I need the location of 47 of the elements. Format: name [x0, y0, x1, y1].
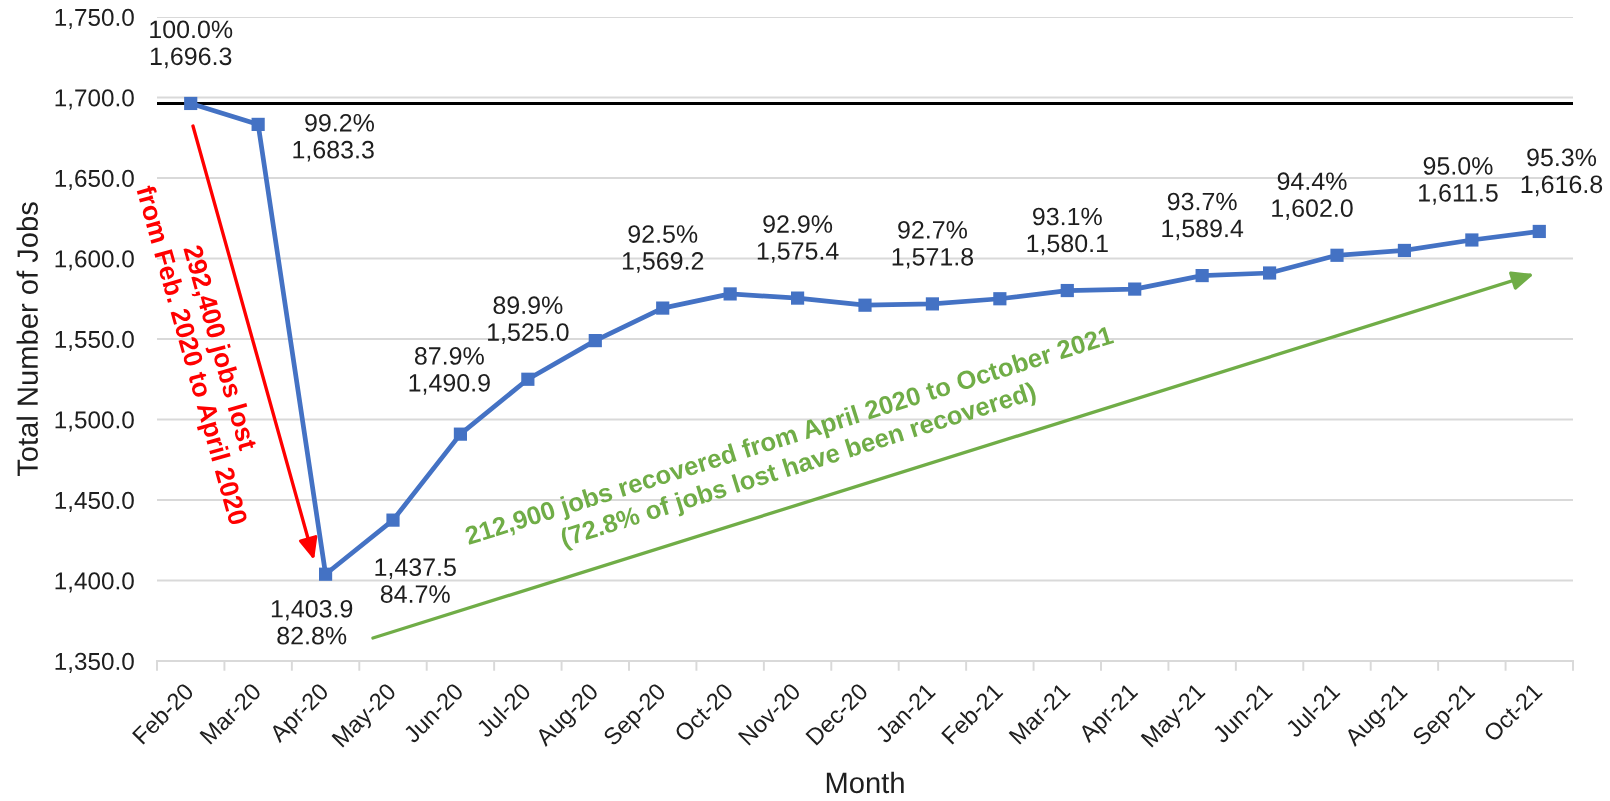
- point: [656, 301, 670, 315]
- data-label: 94.4% 1,602.0: [1272, 172, 1353, 220]
- y-tick-label: 1,350.0: [55, 652, 134, 673]
- data-label: 89.9% 1,525.0: [488, 296, 569, 344]
- y-tick-label: 1,600.0: [55, 250, 134, 271]
- data-label: 95.3% 1,616.8: [1521, 148, 1603, 197]
- point: [318, 567, 333, 581]
- point: [1330, 248, 1344, 262]
- point: [858, 298, 872, 312]
- data-label: 1,437.5 84.7%: [375, 558, 456, 603]
- data-label: 95.0% 1,611.5: [1419, 157, 1498, 205]
- point: [993, 292, 1007, 306]
- point: [453, 427, 468, 441]
- point: [1060, 283, 1074, 298]
- y-tick-label: 1,550.0: [55, 330, 134, 351]
- point: [588, 334, 602, 348]
- data-label: 1,403.9 82.8%: [271, 599, 353, 645]
- y-tick-label: 1,400.0: [55, 572, 134, 593]
- point: [521, 372, 535, 386]
- y-tick-label: 1,450.0: [55, 491, 134, 512]
- data-label: 87.9% 1,490.9: [409, 347, 490, 395]
- data-label: 100.0% 1,696.3: [150, 20, 233, 69]
- data-label: 93.7% 1,589.4: [1162, 192, 1244, 241]
- point: [1195, 268, 1209, 283]
- data-label: 92.7% 1,571.8: [892, 221, 974, 269]
- data-label: 93.1% 1,580.1: [1027, 207, 1108, 256]
- y-tick-label: 1,700.0: [55, 89, 134, 110]
- point: [251, 117, 265, 131]
- point: [1397, 243, 1412, 258]
- point: [1128, 282, 1142, 296]
- y-tick-label: 1,500.0: [55, 411, 134, 432]
- point: [1532, 224, 1546, 239]
- point: [723, 287, 737, 301]
- annotation: 292,400 jobs lost from Feb. 2020 to April 2020: [136, 184, 259, 526]
- point: [1465, 233, 1479, 247]
- point: [386, 513, 400, 527]
- y-axis-title: Total Number of Jobs: [16, 202, 38, 477]
- point: [790, 291, 805, 305]
- y-tick-label: 1,650.0: [55, 169, 134, 190]
- data-label: 99.2% 1,683.3: [293, 113, 374, 162]
- data-label: 92.9% 1,575.4: [757, 215, 839, 263]
- point: [1262, 266, 1277, 280]
- y-tick-label: 1,750.0: [55, 8, 134, 29]
- point: [184, 96, 198, 111]
- data-label: 92.5% 1,569.2: [622, 225, 704, 273]
- x-axis-title: Month: [826, 771, 904, 794]
- point: [925, 297, 940, 311]
